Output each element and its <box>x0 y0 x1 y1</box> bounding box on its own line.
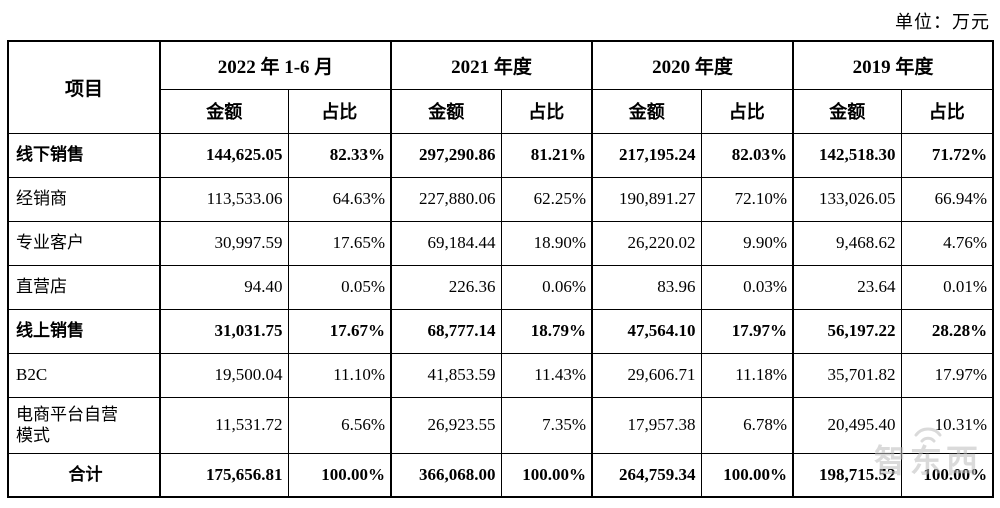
amount-cell: 198,715.52 <box>792 452 902 498</box>
ratio-cell: 100.00% <box>500 452 593 498</box>
amount-cell: 35,701.82 <box>792 352 902 398</box>
row-label: 线上销售 <box>7 308 161 354</box>
amount-cell: 47,564.10 <box>591 308 702 354</box>
ratio-header: 占比 <box>287 88 392 134</box>
table-row: 专业客户 30,997.59 17.65% 69,184.44 18.90% 26,220… <box>7 220 994 266</box>
amount-cell: 297,290.86 <box>390 132 502 178</box>
ratio-cell: 7.35% <box>500 396 593 454</box>
ratio-cell: 11.10% <box>287 352 392 398</box>
amount-header: 金额 <box>390 88 502 134</box>
ratio-header: 占比 <box>900 88 994 134</box>
amount-cell: 19,500.04 <box>159 352 289 398</box>
ratio-cell: 9.90% <box>700 220 794 266</box>
table-row: 线上销售 31,031.75 17.67% 68,777.14 18.79% 47,564… <box>7 308 994 354</box>
period-header-2021: 2021 年度 <box>390 40 593 90</box>
row-label: 经销商 <box>7 176 161 222</box>
ratio-cell: 17.67% <box>287 308 392 354</box>
amount-cell: 69,184.44 <box>390 220 502 266</box>
amount-cell: 113,533.06 <box>159 176 289 222</box>
table-row: 合计 175,656.81 100.00% 366,068.00 100.00% 264,… <box>7 452 994 498</box>
project-column-header: 项目 <box>7 40 161 134</box>
table-row: 直营店 94.40 0.05% 226.36 0.06% 83.96 0.03% 23.64 0… <box>7 264 994 310</box>
amount-cell: 17,957.38 <box>591 396 702 454</box>
ratio-cell: 6.56% <box>287 396 392 454</box>
amount-cell: 226.36 <box>390 264 502 310</box>
amount-cell: 227,880.06 <box>390 176 502 222</box>
amount-cell: 264,759.34 <box>591 452 702 498</box>
table-row: 电商平台自营模式 11,531.72 6.56% 26,923.55 7.35% 17,9… <box>7 396 994 454</box>
ratio-cell: 0.06% <box>500 264 593 310</box>
unit-label: 单位：万元 <box>895 12 990 32</box>
amount-cell: 29,606.71 <box>591 352 702 398</box>
row-label: 直营店 <box>7 264 161 310</box>
amount-cell: 366,068.00 <box>390 452 502 498</box>
ratio-cell: 18.90% <box>500 220 593 266</box>
amount-cell: 31,031.75 <box>159 308 289 354</box>
ratio-cell: 17.65% <box>287 220 392 266</box>
ratio-cell: 0.05% <box>287 264 392 310</box>
ratio-cell: 100.00% <box>900 452 994 498</box>
amount-cell: 83.96 <box>591 264 702 310</box>
sales-breakdown-table: 项目 2022 年 1-6 月 2021 年度 2020 年度 2019 年度 … <box>7 40 995 498</box>
period-header-2020: 2020 年度 <box>591 40 794 90</box>
amount-header: 金额 <box>792 88 902 134</box>
table-row: 线下销售 144,625.05 82.33% 297,290.86 81.21% 217,… <box>7 132 994 178</box>
amount-cell: 11,531.72 <box>159 396 289 454</box>
ratio-cell: 82.33% <box>287 132 392 178</box>
amount-cell: 41,853.59 <box>390 352 502 398</box>
ratio-cell: 28.28% <box>900 308 994 354</box>
amount-cell: 23.64 <box>792 264 902 310</box>
ratio-cell: 11.18% <box>700 352 794 398</box>
row-label: 线下销售 <box>7 132 161 178</box>
ratio-cell: 17.97% <box>900 352 994 398</box>
ratio-cell: 66.94% <box>900 176 994 222</box>
ratio-cell: 100.00% <box>287 452 392 498</box>
amount-cell: 68,777.14 <box>390 308 502 354</box>
ratio-cell: 81.21% <box>500 132 593 178</box>
amount-cell: 190,891.27 <box>591 176 702 222</box>
amount-cell: 20,495.40 <box>792 396 902 454</box>
table-body: 线下销售 144,625.05 82.33% 297,290.86 81.21% 217,… <box>7 132 994 498</box>
header-row-periods: 项目 2022 年 1-6 月 2021 年度 2020 年度 2019 年度 <box>7 40 994 134</box>
table-header: 项目 2022 年 1-6 月 2021 年度 2020 年度 2019 年度 … <box>7 40 994 134</box>
amount-header: 金额 <box>159 88 289 134</box>
ratio-cell: 100.00% <box>700 452 794 498</box>
ratio-cell: 71.72% <box>900 132 994 178</box>
amount-cell: 175,656.81 <box>159 452 289 498</box>
header-row-subheaders: 金额 占比 金额 占比 金额 占比 金额 占比 <box>8 88 994 134</box>
ratio-cell: 0.01% <box>900 264 994 310</box>
ratio-cell: 82.03% <box>700 132 794 178</box>
row-label: 合计 <box>7 452 161 498</box>
ratio-cell: 11.43% <box>500 352 593 398</box>
ratio-cell: 17.97% <box>700 308 794 354</box>
period-header-2019: 2019 年度 <box>792 40 994 90</box>
amount-cell: 142,518.30 <box>792 132 902 178</box>
row-label: 专业客户 <box>7 220 161 266</box>
amount-cell: 217,195.24 <box>591 132 702 178</box>
row-label: B2C <box>7 352 161 398</box>
amount-cell: 26,220.02 <box>591 220 702 266</box>
ratio-cell: 4.76% <box>900 220 994 266</box>
ratio-header: 占比 <box>700 88 794 134</box>
amount-cell: 94.40 <box>159 264 289 310</box>
ratio-cell: 18.79% <box>500 308 593 354</box>
amount-cell: 26,923.55 <box>390 396 502 454</box>
ratio-cell: 64.63% <box>287 176 392 222</box>
ratio-cell: 72.10% <box>700 176 794 222</box>
ratio-cell: 10.31% <box>900 396 994 454</box>
ratio-header: 占比 <box>500 88 593 134</box>
amount-cell: 56,197.22 <box>792 308 902 354</box>
ratio-cell: 62.25% <box>500 176 593 222</box>
table-row: 经销商 113,533.06 64.63% 227,880.06 62.25% 190,8… <box>7 176 994 222</box>
table-row: B2C 19,500.04 11.10% 41,853.59 11.43% 29,606.… <box>7 352 994 398</box>
ratio-cell: 0.03% <box>700 264 794 310</box>
period-header-2022: 2022 年 1-6 月 <box>158 40 392 90</box>
amount-header: 金额 <box>591 88 702 134</box>
amount-cell: 144,625.05 <box>159 132 289 178</box>
ratio-cell: 6.78% <box>700 396 794 454</box>
amount-cell: 30,997.59 <box>159 220 289 266</box>
amount-cell: 133,026.05 <box>792 176 902 222</box>
row-label: 电商平台自营模式 <box>7 396 161 454</box>
amount-cell: 9,468.62 <box>792 220 902 266</box>
